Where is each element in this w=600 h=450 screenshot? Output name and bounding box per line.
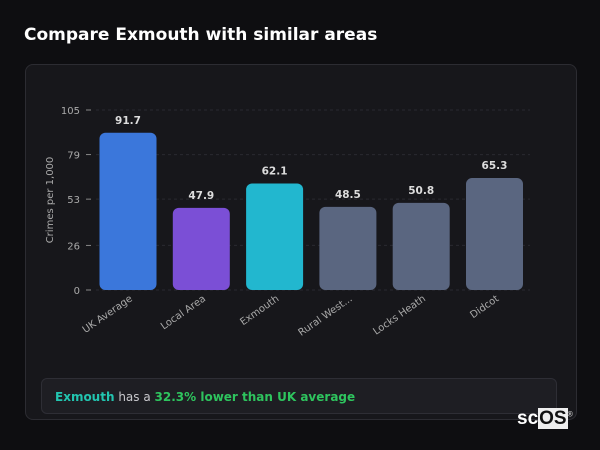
- x-tick-label: UK Average: [81, 293, 135, 335]
- bar-value-label: 48.5: [335, 189, 361, 201]
- bar-value-label: 91.7: [115, 115, 141, 127]
- summary-area: Exmouth: [55, 390, 115, 404]
- x-tick-label: Didcot: [468, 293, 501, 321]
- page-title: Compare Exmouth with similar areas: [24, 25, 378, 45]
- y-tick-label: 26: [67, 241, 80, 252]
- bar-value-label: 47.9: [188, 190, 214, 202]
- bar: [172, 207, 230, 290]
- y-tick-label: 105: [61, 106, 80, 117]
- summary-highlight: 32.3% lower than UK average: [154, 390, 356, 404]
- bar-value-label: 62.1: [262, 166, 288, 178]
- x-tick-label: Exmouth: [238, 293, 281, 328]
- x-tick-label: Rural West...: [297, 293, 355, 338]
- summary-text: has a: [114, 390, 155, 404]
- scos-logo: scOS®: [517, 408, 573, 429]
- bar: [99, 132, 157, 290]
- bar: [466, 178, 523, 290]
- bar-value-label: 50.8: [408, 185, 434, 197]
- y-tick-label: 79: [67, 151, 80, 162]
- y-tick-label: 53: [67, 195, 80, 206]
- x-tick-label: Locks Heath: [371, 293, 427, 337]
- bar: [392, 202, 450, 290]
- y-tick-label: 0: [74, 286, 80, 297]
- bar: [246, 183, 304, 290]
- y-axis-label: Crimes per 1,000: [45, 157, 56, 244]
- bar-value-label: 65.3: [482, 160, 508, 172]
- summary-banner: Exmouth has a 32.3% lower than UK averag…: [41, 378, 557, 414]
- x-tick-label: Local Area: [159, 293, 208, 332]
- bar: [319, 206, 377, 290]
